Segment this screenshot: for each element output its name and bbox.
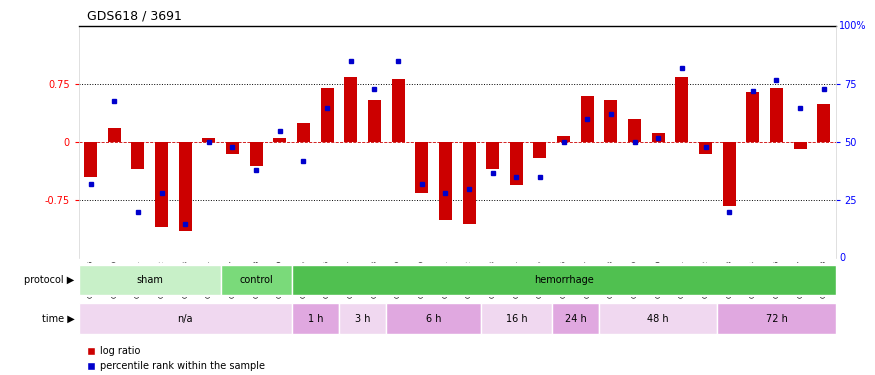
Bar: [131, 142, 144, 170]
Text: GDS618 / 3691: GDS618 / 3691: [88, 9, 182, 22]
Bar: [391, 79, 404, 142]
Text: hemorrhage: hemorrhage: [534, 275, 593, 285]
Bar: [534, 142, 547, 158]
Bar: [368, 100, 381, 142]
Bar: [79, 265, 220, 296]
Bar: [676, 76, 689, 142]
Bar: [155, 142, 168, 228]
Bar: [794, 142, 807, 148]
Legend: log ratio, percentile rank within the sample: log ratio, percentile rank within the sa…: [84, 342, 269, 375]
Bar: [599, 303, 717, 334]
Bar: [249, 142, 262, 166]
Bar: [510, 142, 523, 185]
Bar: [628, 119, 641, 142]
Text: 100%: 100%: [839, 21, 867, 31]
Bar: [605, 100, 618, 142]
Bar: [699, 142, 712, 154]
Bar: [557, 136, 570, 142]
Text: 16 h: 16 h: [506, 314, 527, 324]
Bar: [481, 303, 552, 334]
Bar: [220, 265, 291, 296]
Text: 1 h: 1 h: [307, 314, 323, 324]
Bar: [770, 88, 783, 142]
Text: protocol ▶: protocol ▶: [24, 275, 74, 285]
Bar: [386, 303, 481, 334]
Text: sham: sham: [136, 275, 163, 285]
Bar: [552, 303, 599, 334]
Text: time ▶: time ▶: [42, 314, 74, 324]
Bar: [723, 142, 736, 206]
Text: 72 h: 72 h: [766, 314, 788, 324]
Bar: [273, 138, 286, 142]
Bar: [344, 76, 357, 142]
Bar: [291, 303, 339, 334]
Bar: [581, 96, 594, 142]
Bar: [79, 303, 291, 334]
Bar: [746, 92, 760, 142]
Bar: [339, 303, 386, 334]
Text: control: control: [239, 275, 273, 285]
Text: 24 h: 24 h: [564, 314, 586, 324]
Bar: [84, 142, 97, 177]
Text: n/a: n/a: [178, 314, 192, 324]
Bar: [108, 128, 121, 142]
Bar: [291, 265, 836, 296]
Text: 0: 0: [839, 254, 845, 264]
Text: 3 h: 3 h: [355, 314, 370, 324]
Bar: [463, 142, 475, 224]
Bar: [320, 88, 333, 142]
Bar: [718, 303, 836, 334]
Bar: [226, 142, 239, 154]
Bar: [439, 142, 452, 220]
Bar: [297, 123, 310, 142]
Text: 6 h: 6 h: [426, 314, 441, 324]
Bar: [202, 138, 215, 142]
Text: 48 h: 48 h: [648, 314, 669, 324]
Bar: [652, 133, 665, 142]
Bar: [817, 104, 830, 142]
Bar: [487, 142, 499, 170]
Bar: [416, 142, 428, 193]
Bar: [178, 142, 192, 231]
